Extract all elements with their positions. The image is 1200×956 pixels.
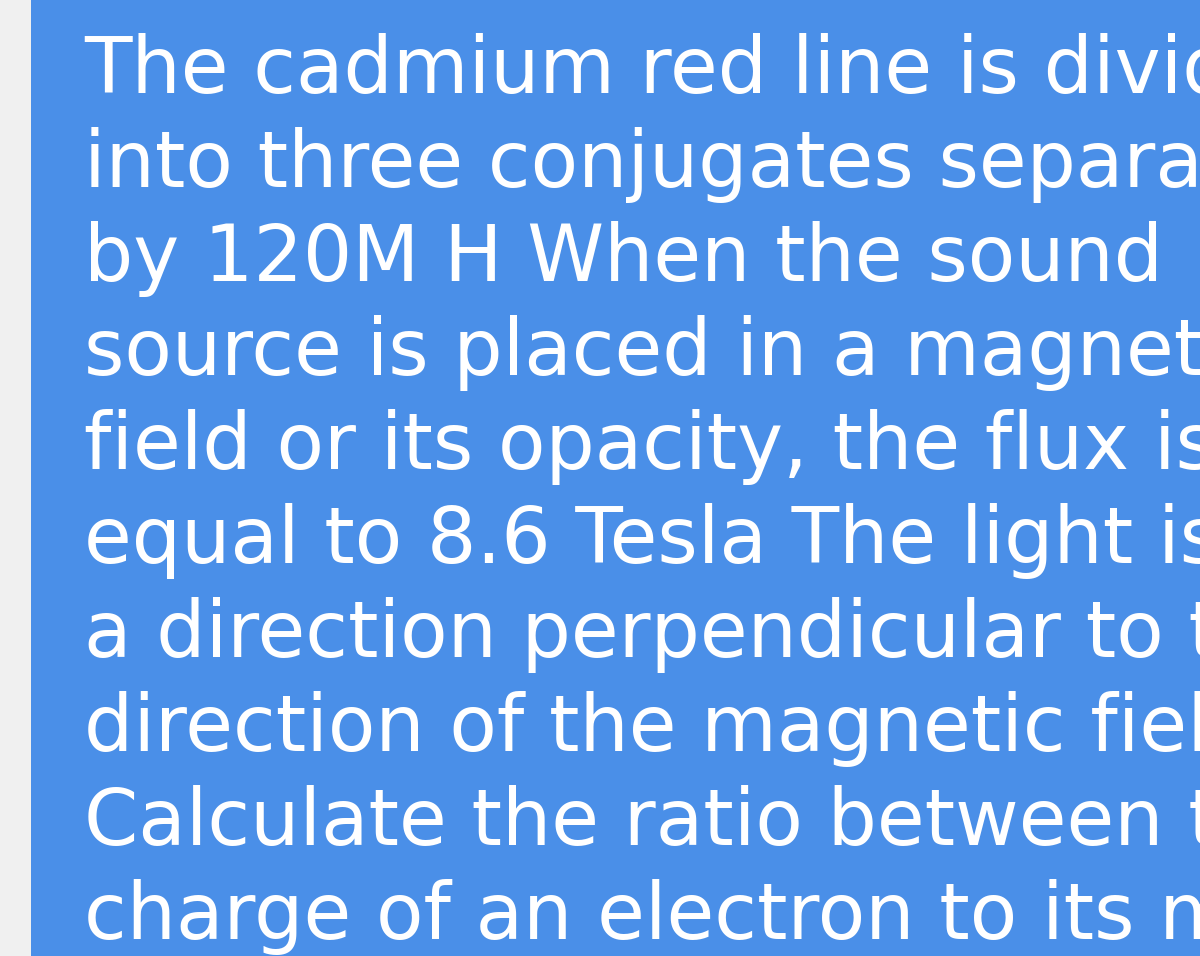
Text: The cadmium red line is divided
into three conjugates separated
by 120M H When t: The cadmium red line is divided into thr… (84, 33, 1200, 956)
